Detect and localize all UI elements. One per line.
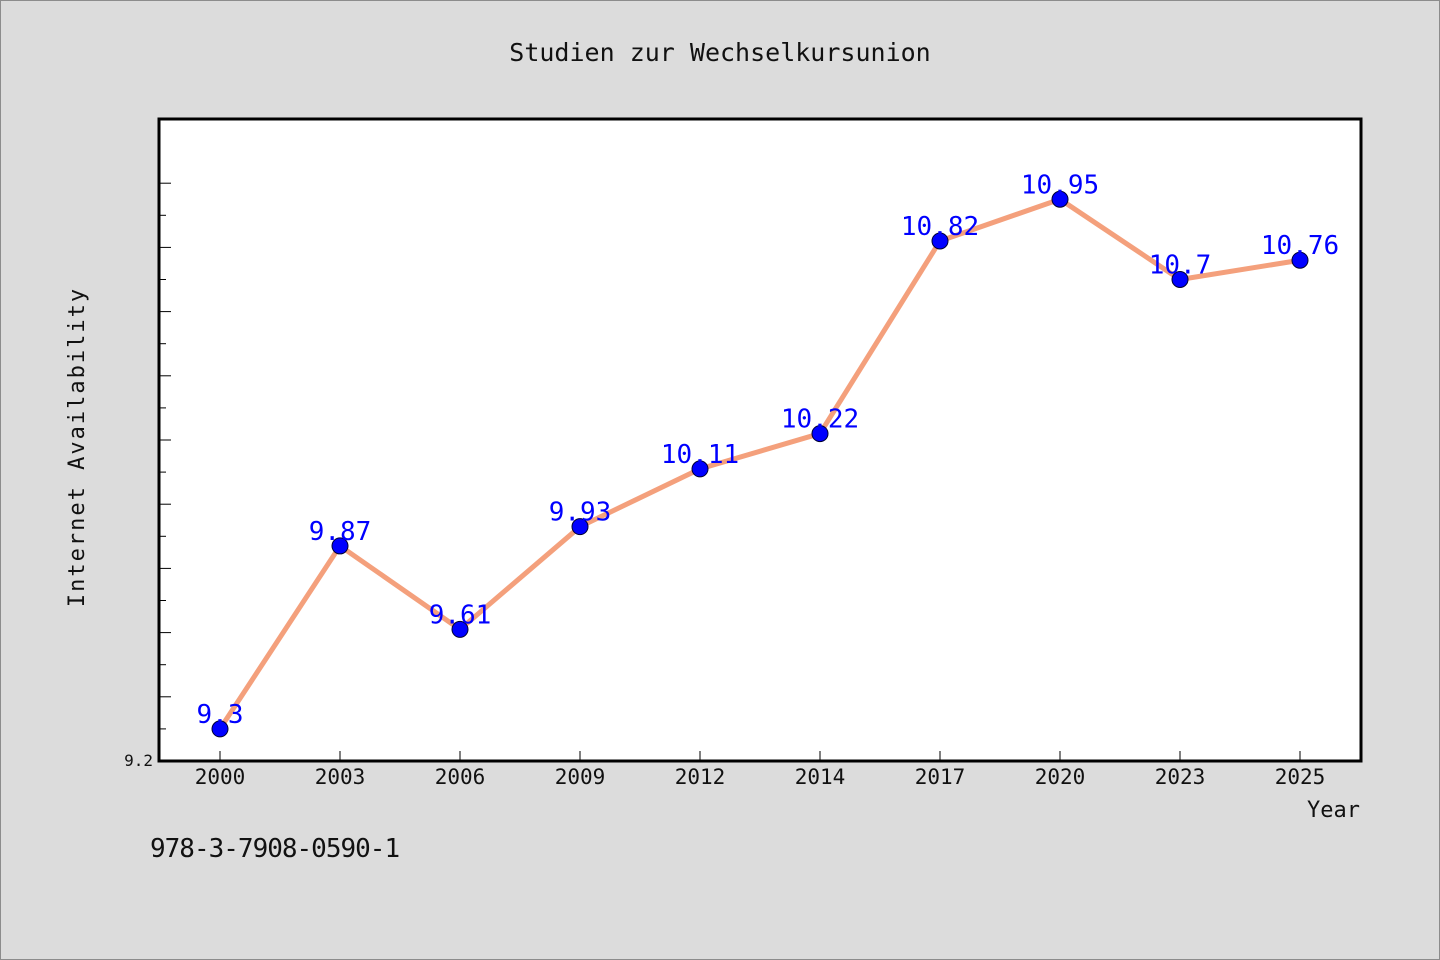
data-label: 10.95 bbox=[1021, 170, 1099, 200]
x-tick-label: 2020 bbox=[1035, 765, 1086, 789]
x-tick-label: 2025 bbox=[1275, 765, 1326, 789]
x-tick-label: 2003 bbox=[315, 765, 366, 789]
y-tick-label: 9.2 bbox=[124, 751, 153, 770]
data-point bbox=[1291, 251, 1309, 269]
data-label: 10.11 bbox=[661, 440, 739, 470]
x-tick-label: 2014 bbox=[795, 765, 846, 789]
x-axis-label: Year bbox=[1307, 798, 1360, 823]
x-tick-label: 2000 bbox=[195, 765, 246, 789]
data-point bbox=[931, 232, 949, 250]
data-point bbox=[571, 518, 589, 536]
series-layer bbox=[211, 190, 1309, 738]
y-axis-label: Internet Availability bbox=[65, 287, 90, 607]
x-tick-label: 2023 bbox=[1155, 765, 1206, 789]
data-label: 10.7 bbox=[1149, 251, 1212, 281]
x-tick-label: 2009 bbox=[555, 765, 606, 789]
x-tick-label: 2012 bbox=[675, 765, 726, 789]
x-tick-label: 2017 bbox=[915, 765, 966, 789]
data-point bbox=[811, 425, 829, 443]
data-label: 9.93 bbox=[549, 498, 612, 528]
data-label: 9.87 bbox=[309, 517, 372, 547]
data-point bbox=[1171, 271, 1189, 288]
plot-area bbox=[157, 117, 1363, 763]
data-labels-layer: 9.3 9.87 9.61 9.93 10.11 10.22 10.82 10.95 10.7 1… bbox=[197, 170, 1340, 730]
x-axis-ticks: 2000 2003 2006 2009 2012 2014 2017 2020 2023 2025 bbox=[195, 751, 1326, 789]
isbn-text: 978-3-7908-0590-1 bbox=[150, 834, 400, 864]
y-axis-ticks: 9.2 bbox=[124, 182, 171, 770]
data-label: 9.3 bbox=[197, 700, 244, 730]
data-label: 10.82 bbox=[901, 212, 979, 242]
data-point bbox=[451, 620, 469, 638]
data-point bbox=[211, 720, 229, 738]
series-line bbox=[217, 196, 1301, 731]
x-tick-label: 2006 bbox=[435, 765, 486, 789]
data-point bbox=[691, 460, 709, 478]
data-point bbox=[331, 537, 349, 555]
data-label: 10.22 bbox=[781, 405, 859, 435]
data-label: 10.76 bbox=[1261, 231, 1339, 261]
data-label: 9.61 bbox=[429, 600, 492, 630]
data-point bbox=[1051, 190, 1069, 208]
chart-title: Studien zur Wechselkursunion bbox=[509, 38, 930, 67]
